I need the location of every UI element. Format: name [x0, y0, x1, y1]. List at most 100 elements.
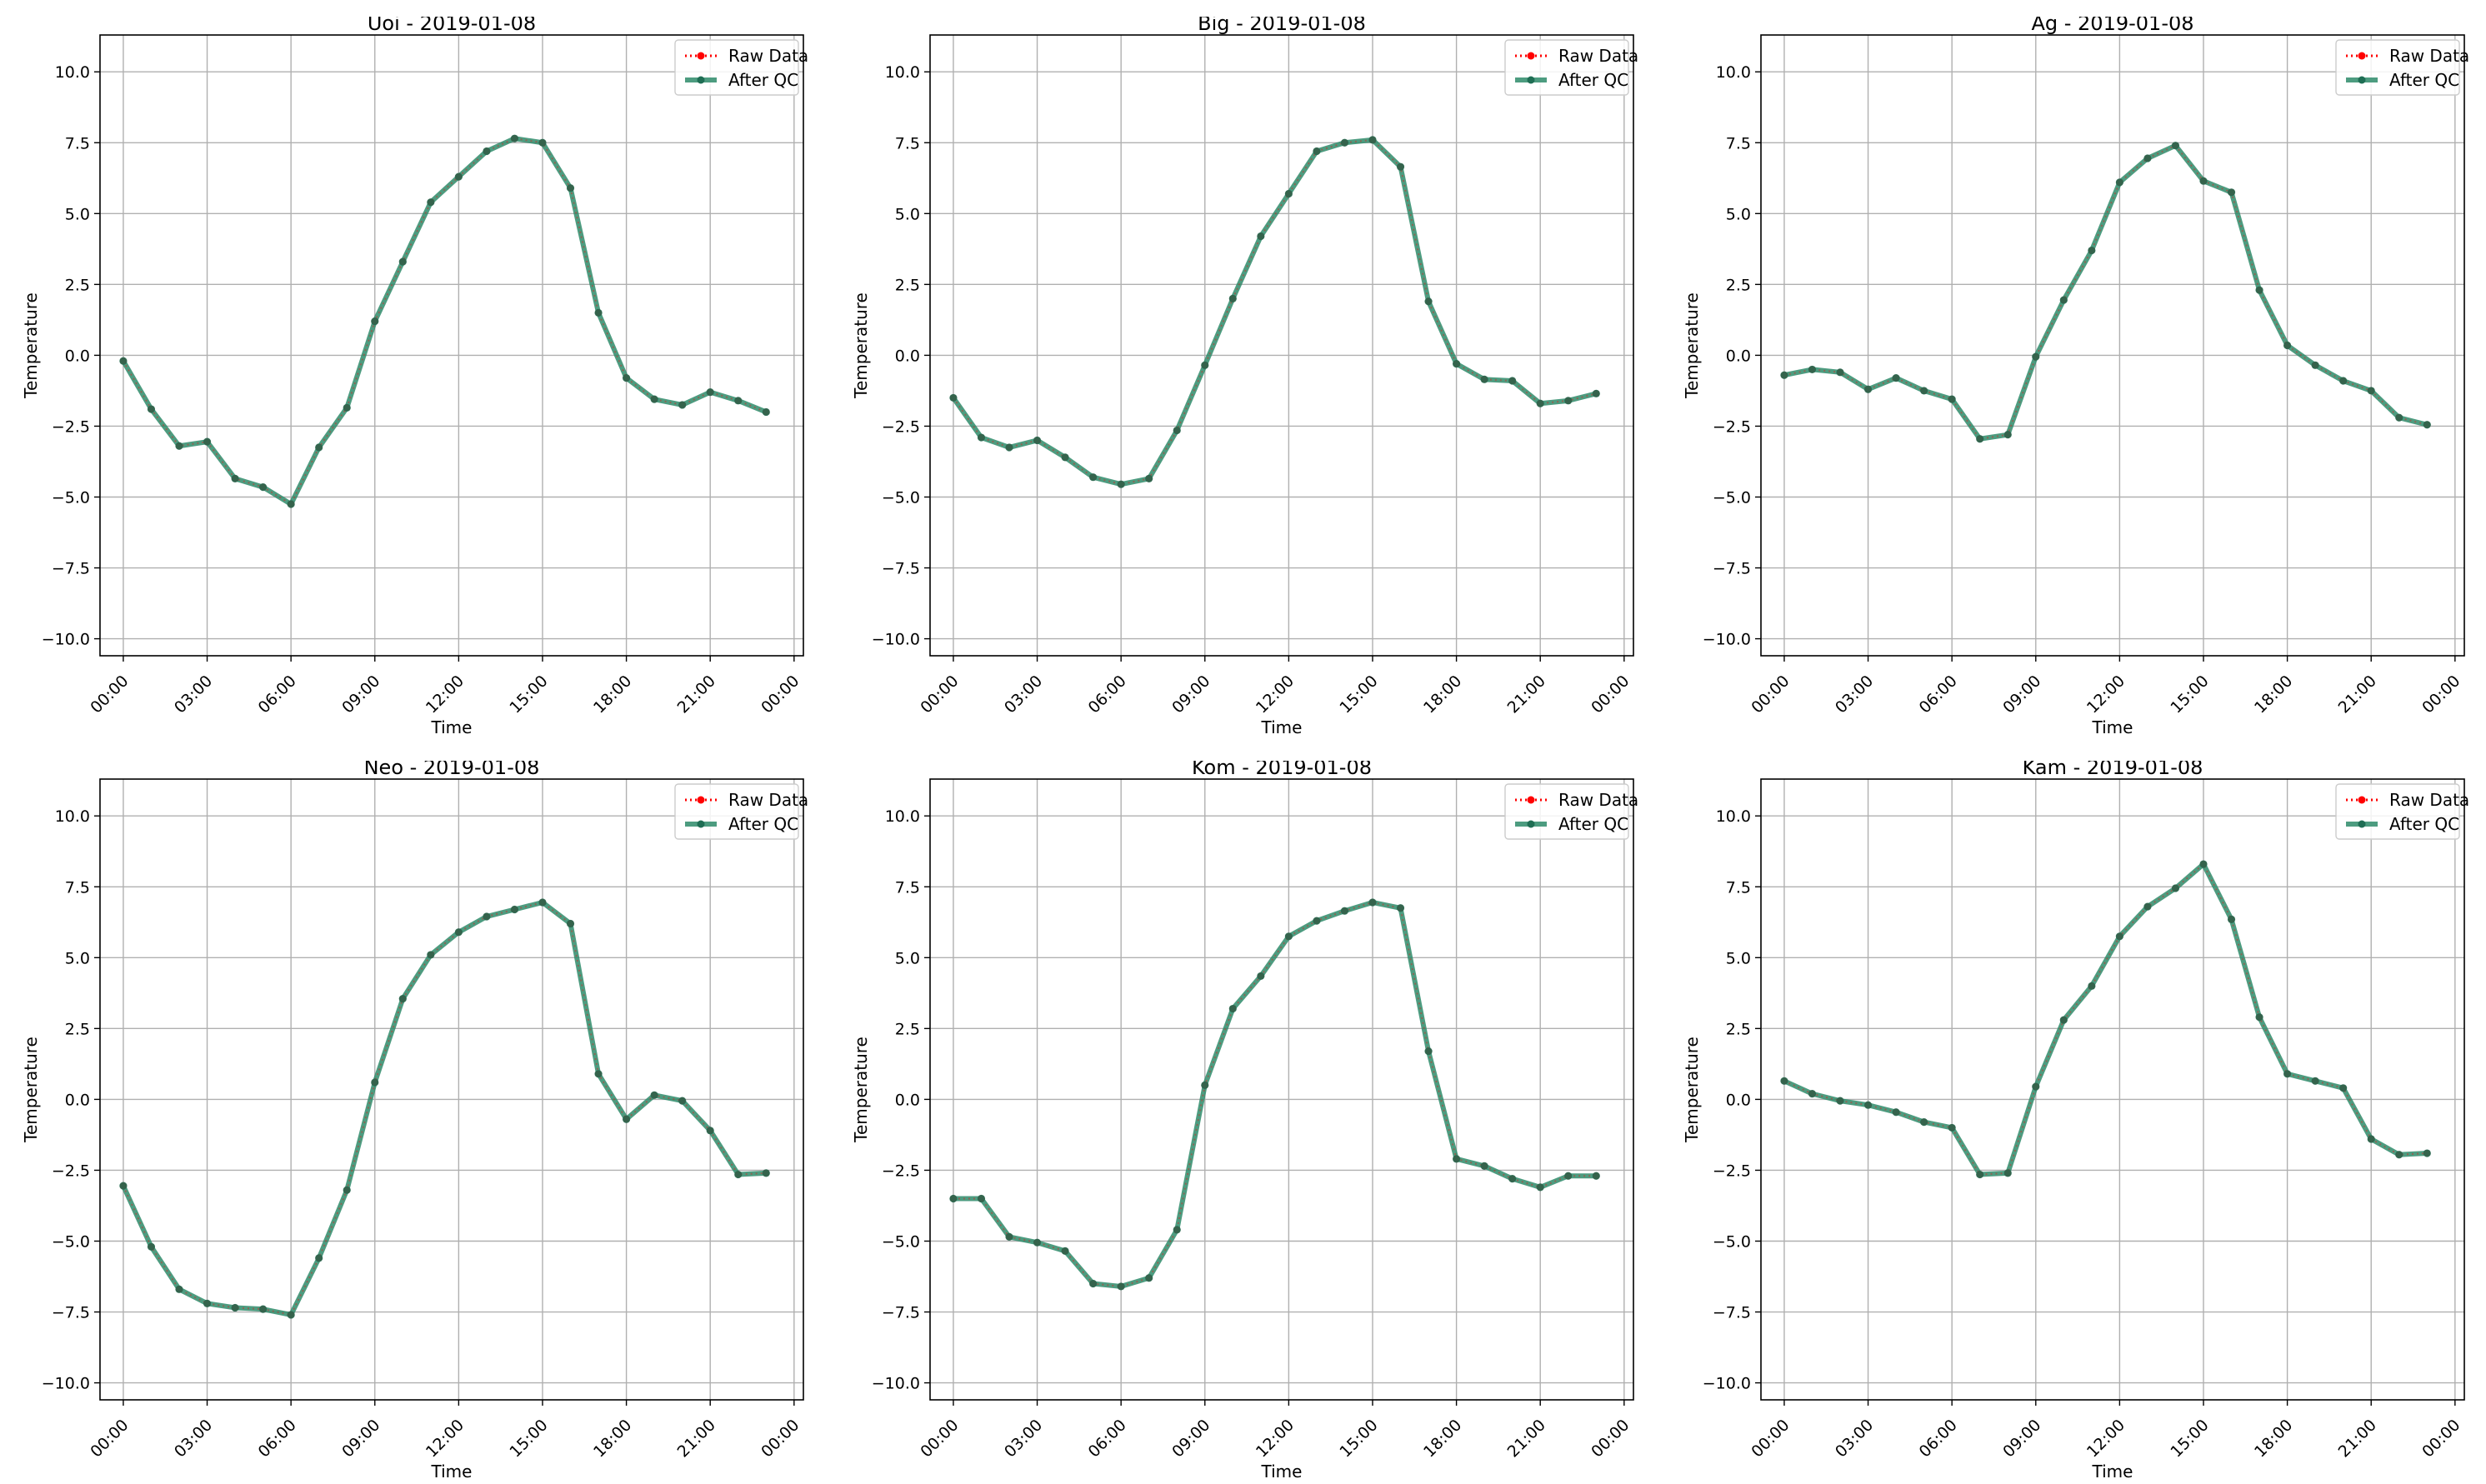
x-tick-label: 09:00 [338, 672, 383, 717]
after-qc-data-point [1508, 1175, 1517, 1183]
after-qc-data-point [594, 308, 603, 317]
after-qc-data-point [1201, 361, 1209, 369]
after-qc-data-point [977, 433, 986, 442]
x-tick-label: 00:00 [2418, 672, 2463, 717]
after-qc-data-point [1368, 136, 1377, 144]
after-qc-data-point [594, 1070, 603, 1078]
y-tick-label: 10.0 [55, 63, 90, 82]
x-tick-label: 21:00 [2335, 672, 2380, 717]
series-line-after-qc [950, 899, 1599, 1289]
y-tick-label: 2.5 [65, 276, 90, 294]
y-tick-label: 2.5 [895, 276, 920, 294]
x-tick-label: 06:00 [1916, 1416, 1961, 1461]
after-qc-data-point [175, 442, 183, 450]
after-qc-data-point [2311, 1077, 2319, 1085]
x-tick-label: 09:00 [1168, 672, 1213, 717]
x-tick-label: 03:00 [1832, 1416, 1877, 1461]
after-qc-data-point [1201, 1081, 1209, 1089]
x-tick-label: 18:00 [2251, 672, 2296, 717]
y-tick-label: 5.0 [65, 949, 90, 967]
y-tick-label: 0.0 [65, 347, 90, 365]
after-qc-data-point [175, 1285, 183, 1293]
after-qc-data-point [1284, 932, 1293, 941]
after-qc-data-point [1836, 368, 1844, 377]
after-qc-data-point [203, 437, 212, 446]
after-qc-data-point [1976, 435, 1984, 443]
y-tick-label: −10.0 [872, 1375, 920, 1393]
after-qc-data-point [343, 403, 351, 412]
after-qc-data-point [1920, 387, 1928, 395]
after-qc-data-point [2199, 177, 2208, 185]
after-qc-data-point [678, 401, 687, 409]
after-qc-data-point [2423, 421, 2431, 429]
after-qc-data-point [2003, 431, 2012, 439]
y-tick-label: 7.5 [65, 134, 90, 152]
after-qc-data-point [2367, 387, 2375, 395]
series-line-after-qc [950, 137, 1599, 487]
after-qc-data-point [2003, 1169, 2012, 1177]
after-qc-data-point [706, 388, 714, 397]
y-tick-label: −2.5 [52, 417, 90, 436]
after-qc-data-point [678, 1097, 687, 1105]
x-tick-label: 21:00 [674, 1416, 719, 1461]
x-tick-label: 12:00 [1253, 672, 1298, 717]
after-qc-data-point [147, 1242, 156, 1251]
legend-label-after-qc: After QC [1558, 70, 1628, 90]
x-tick-label: 12:00 [423, 672, 468, 717]
after-qc-data-point [1117, 1282, 1125, 1291]
after-qc-data-point [2395, 413, 2403, 422]
y-tick-label: 0.0 [1726, 347, 1751, 365]
plot-frame [929, 34, 1634, 657]
x-tick-label: 00:00 [1588, 1416, 1633, 1461]
chart-panel-3: Ag - 2019-01-08 00:00 03:00 06:00 09:00 12:00… [1682, 17, 2469, 737]
chart-title: Uoi - 2019-01-08 [368, 17, 536, 35]
after-qc-data-point [1536, 1183, 1544, 1192]
after-qc-data-point [1780, 371, 1788, 379]
after-qc-data-point [1145, 1274, 1153, 1282]
y-tick-label: 0.0 [65, 1091, 90, 1109]
legend: Raw Data After QC [1504, 39, 1638, 96]
chart-panel-1: Uoi - 2019-01-08 00:00 03:00 06:00 09:00 12:0… [21, 17, 808, 737]
after-qc-data-point [2311, 361, 2319, 369]
x-tick-label: 15:00 [506, 1416, 551, 1461]
series-line-raw-data [123, 901, 767, 1317]
y-tick-label: −2.5 [1713, 1162, 1751, 1180]
legend-marker-raw-data [1527, 796, 1535, 804]
after-qc-data-point [2115, 932, 2123, 941]
y-tick-label: 0.0 [895, 347, 920, 365]
y-tick-label: −10.0 [42, 1375, 90, 1393]
after-qc-data-point [231, 474, 239, 482]
after-qc-data-point [231, 1303, 239, 1312]
x-axis-label: Time [2092, 717, 2133, 737]
legend-label-raw-data: Raw Data [1558, 46, 1638, 66]
series-line-raw-data [1783, 862, 2428, 1176]
after-qc-data-point [2283, 1070, 2292, 1078]
x-tick-label: 03:00 [1001, 672, 1046, 717]
plot-frame [929, 778, 1634, 1401]
after-qc-data-point [1061, 453, 1069, 462]
after-qc-data-point [2171, 142, 2180, 150]
after-qc-data-point [2227, 915, 2236, 923]
x-tick-label: 18:00 [590, 672, 635, 717]
x-tick-label: 12:00 [2083, 1416, 2128, 1461]
after-qc-data-point [2367, 1135, 2375, 1143]
y-tick-label: 10.0 [55, 807, 90, 826]
after-qc-data-point [1228, 294, 1237, 302]
after-qc-data-point [1976, 1170, 1984, 1179]
series-line-raw-data [1783, 144, 2428, 440]
y-tick-label: 0.0 [895, 1091, 920, 1109]
after-qc-data-point [427, 198, 435, 207]
after-qc-data-point [2199, 860, 2208, 868]
x-tick-label: 03:00 [1001, 1416, 1046, 1461]
y-tick-label: 2.5 [65, 1020, 90, 1038]
after-qc-data-point [259, 1305, 268, 1313]
after-qc-data-point [259, 482, 268, 492]
y-tick-label: 0.0 [1726, 1091, 1751, 1109]
after-qc-data-point [2032, 352, 2040, 361]
chart-title: Ag - 2019-01-08 [2031, 17, 2193, 35]
x-axis-label: Time [431, 717, 473, 737]
x-tick-label: 21:00 [2335, 1416, 2380, 1461]
after-qc-data-point [538, 898, 547, 907]
after-qc-data-point [287, 1311, 295, 1319]
after-qc-data-point [119, 1182, 128, 1190]
